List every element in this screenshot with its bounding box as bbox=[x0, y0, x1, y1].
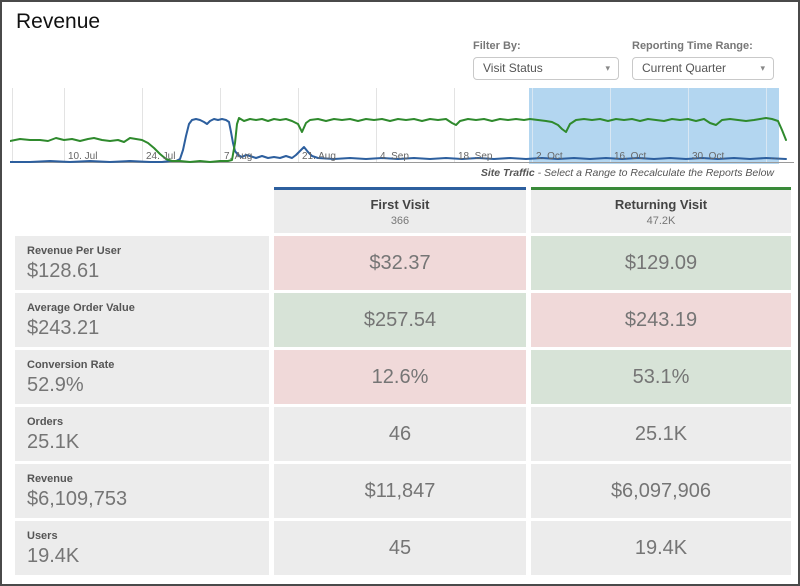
x-tick-label: 4. Sep bbox=[380, 151, 409, 162]
metric-name: Users bbox=[27, 530, 58, 542]
filter-by-dropdown[interactable]: Visit Status ▾ bbox=[473, 57, 619, 80]
selection-overlay[interactable] bbox=[529, 88, 779, 164]
time-range-value: Current Quarter bbox=[642, 61, 727, 75]
metric-name: Revenue Per User bbox=[27, 245, 122, 257]
metrics-table: First Visit 366 Returning Visit 47.2K Revenu… bbox=[15, 187, 791, 575]
returning-visit-value-cell: $243.19 bbox=[531, 293, 791, 347]
first-visit-value-cell: $257.54 bbox=[274, 293, 526, 347]
column-count: 47.2K bbox=[646, 215, 676, 227]
metric-name: Conversion Rate bbox=[27, 359, 115, 371]
x-tick-label: 30. Oct bbox=[692, 151, 724, 162]
returning-visit-value-cell: 19.4K bbox=[531, 521, 791, 575]
time-range-dropdown[interactable]: Current Quarter ▾ bbox=[632, 57, 774, 80]
first-visit-value-cell: 46 bbox=[274, 407, 526, 461]
metric-summary-value: 19.4K bbox=[27, 545, 80, 567]
chart-caption: Site Traffic - Select a Range to Recalcu… bbox=[481, 167, 774, 179]
first-visit-value-cell: $32.37 bbox=[274, 236, 526, 290]
returning-visit-value-cell: 53.1% bbox=[531, 350, 791, 404]
metric-label-cell: Average Order Value $243.21 bbox=[15, 293, 269, 347]
x-tick-label: … bbox=[770, 151, 780, 162]
site-traffic-svg: 10. Jul 24. Jul 7. Aug 21. Aug 4. Sep 18. Sep… bbox=[9, 88, 794, 164]
column-header-returning-visit: Returning Visit 47.2K bbox=[531, 187, 791, 233]
first-visit-value-cell: $11,847 bbox=[274, 464, 526, 518]
metric-label-cell: Conversion Rate 52.9% bbox=[15, 350, 269, 404]
site-traffic-chart[interactable]: 10. Jul 24. Jul 7. Aug 21. Aug 4. Sep 18. Sep… bbox=[9, 88, 794, 164]
time-range-label: Reporting Time Range: bbox=[632, 40, 753, 52]
x-tick-label: 21. Aug bbox=[302, 151, 336, 162]
chevron-down-icon: ▾ bbox=[605, 63, 610, 73]
metric-name: Average Order Value bbox=[27, 302, 135, 314]
x-tick-label: 24. Jul bbox=[146, 151, 175, 162]
metric-label-cell: Users 19.4K bbox=[15, 521, 269, 575]
column-count: 366 bbox=[390, 215, 410, 227]
x-tick-label: 18. Sep bbox=[458, 151, 493, 162]
filter-by-value: Visit Status bbox=[483, 61, 543, 75]
metric-summary-value: 25.1K bbox=[27, 431, 80, 453]
first-visit-value-cell: 12.6% bbox=[274, 350, 526, 404]
x-tick-label: 2. Oct bbox=[536, 151, 563, 162]
metric-label-cell: Orders 25.1K bbox=[15, 407, 269, 461]
page-title: Revenue bbox=[16, 10, 101, 33]
x-tick-label: 10. Jul bbox=[68, 151, 97, 162]
column-title: First Visit bbox=[370, 197, 430, 212]
metric-summary-value: $128.61 bbox=[27, 260, 100, 282]
metric-summary-value: 52.9% bbox=[27, 374, 84, 396]
first-visit-value-cell: 45 bbox=[274, 521, 526, 575]
time-range-group: Reporting Time Range: Current Quarter ▾ bbox=[632, 40, 774, 80]
returning-visit-value-cell: 25.1K bbox=[531, 407, 791, 461]
chevron-down-icon: ▾ bbox=[760, 63, 765, 73]
chart-caption-hint: - Select a Range to Recalculate the Repo… bbox=[534, 167, 774, 179]
filter-by-group: Filter By: Visit Status ▾ bbox=[473, 40, 619, 80]
filter-by-label: Filter By: bbox=[473, 40, 521, 52]
metric-summary-value: $6,109,753 bbox=[27, 488, 128, 510]
metric-name: Orders bbox=[27, 416, 64, 428]
metric-summary-value: $243.21 bbox=[27, 317, 100, 339]
metric-label-cell: Revenue Per User $128.61 bbox=[15, 236, 269, 290]
table-corner-spacer bbox=[15, 187, 269, 233]
column-title: Returning Visit bbox=[614, 197, 708, 212]
chart-caption-title: Site Traffic bbox=[480, 167, 535, 179]
returning-visit-value-cell: $129.09 bbox=[531, 236, 791, 290]
x-tick-label: 16. Oct bbox=[614, 151, 646, 162]
x-tick-label: 7. Aug bbox=[224, 151, 252, 162]
column-header-first-visit: First Visit 366 bbox=[274, 187, 526, 233]
metric-label-cell: Revenue $6,109,753 bbox=[15, 464, 269, 518]
series-first-visit bbox=[9, 118, 787, 163]
returning-visit-value-cell: $6,097,906 bbox=[531, 464, 791, 518]
metric-name: Revenue bbox=[27, 473, 73, 485]
series-returning-visit bbox=[9, 117, 787, 163]
